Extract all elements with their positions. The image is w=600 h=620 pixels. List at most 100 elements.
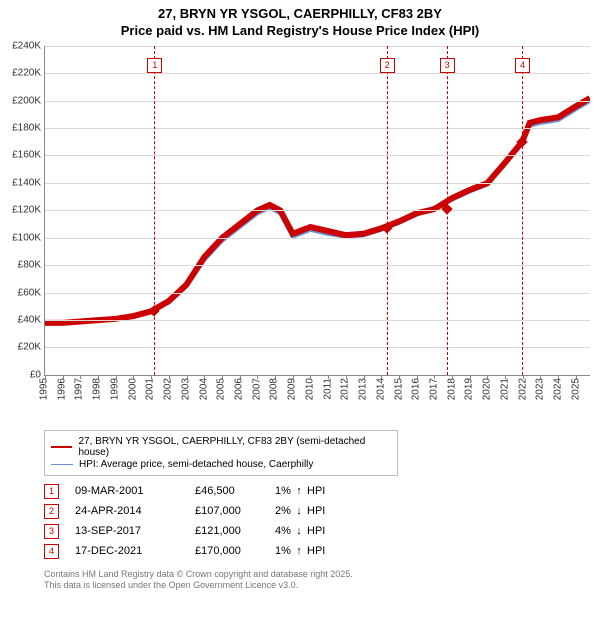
y-axis-label: £120K [12, 205, 41, 216]
y-axis-label: £200K [12, 95, 41, 106]
event-index-box: 4 [44, 544, 59, 559]
y-axis-label: £60K [18, 287, 41, 298]
attribution-footer: Contains HM Land Registry data © Crown c… [44, 569, 590, 592]
event-hpi-delta: 1% ↑ HPI [275, 545, 325, 557]
y-axis-label: £40K [18, 314, 41, 325]
gridline [45, 155, 590, 156]
x-axis-label: 2020 [482, 378, 493, 400]
x-axis-label: 2003 [180, 378, 191, 400]
event-index-box: 1 [44, 484, 59, 499]
sale-marker-box: 1 [147, 58, 162, 73]
x-axis-label: 2009 [287, 378, 298, 400]
x-axis-label: 2011 [322, 378, 333, 400]
series-line-hpi [45, 101, 590, 323]
y-axis-label: £20K [18, 342, 41, 353]
footer-line-2: This data is licensed under the Open Gov… [44, 580, 590, 592]
x-axis-label: 2018 [446, 378, 457, 400]
x-axis-label: 2017 [429, 378, 440, 400]
sale-event-row: 1 09-MAR-2001£46,5001% ↑ HPI [44, 484, 590, 499]
title-line-1: 27, BRYN YR YSGOL, CAERPHILLY, CF83 2BY [0, 6, 600, 23]
x-axis-label: 2004 [198, 378, 209, 400]
plot-area: £0£20K£40K£60K£80K£100K£120K£140K£160K£1… [44, 46, 590, 376]
arrow-icon: ↓ [294, 525, 304, 537]
x-axis-label: 1995 [39, 378, 50, 400]
sale-event-row: 313-SEP-2017£121,0004% ↓ HPI [44, 524, 590, 539]
event-date: 17-DEC-2021 [75, 545, 195, 557]
x-axis-label: 2008 [269, 378, 280, 400]
x-axis-label: 2000 [127, 378, 138, 400]
x-axis-label: 2025 [570, 378, 581, 400]
gridline [45, 265, 590, 266]
sale-marker-box: 4 [515, 58, 530, 73]
arrow-icon: ↑ [294, 485, 304, 497]
gridline [45, 320, 590, 321]
legend-item-hpi: HPI: Average price, semi-detached house,… [51, 459, 391, 470]
x-axis-label: 2002 [163, 378, 174, 400]
x-axis-label: 2005 [216, 378, 227, 400]
y-axis-label: £180K [12, 123, 41, 134]
x-axis-labels: 1995199619971998199920002001200220032004… [44, 376, 590, 426]
legend-label: HPI: Average price, semi-detached house,… [79, 459, 313, 470]
y-axis-label: £100K [12, 232, 41, 243]
title-line-2: Price paid vs. HM Land Registry's House … [0, 23, 600, 40]
x-axis-label: 2001 [145, 378, 156, 400]
event-date: 13-SEP-2017 [75, 525, 195, 537]
y-axis-label: £220K [12, 68, 41, 79]
x-axis-label: 2024 [553, 378, 564, 400]
figure-container: 27, BRYN YR YSGOL, CAERPHILLY, CF83 2BY … [0, 0, 600, 592]
sale-marker-vline [387, 46, 388, 375]
legend-box: 27, BRYN YR YSGOL, CAERPHILLY, CF83 2BY … [44, 430, 398, 476]
gridline [45, 293, 590, 294]
event-date: 24-APR-2014 [75, 505, 195, 517]
x-axis-label: 2022 [517, 378, 528, 400]
event-hpi-delta: 2% ↓ HPI [275, 505, 325, 517]
x-axis-label: 2010 [304, 378, 315, 400]
arrow-icon: ↓ [294, 505, 304, 517]
y-axis-label: £160K [12, 150, 41, 161]
legend-label: 27, BRYN YR YSGOL, CAERPHILLY, CF83 2BY … [78, 436, 391, 458]
chart-area: £0£20K£40K£60K£80K£100K£120K£140K£160K£1… [44, 46, 590, 376]
y-axis-label: £80K [18, 260, 41, 271]
gridline [45, 73, 590, 74]
x-axis-label: 2006 [234, 378, 245, 400]
x-axis-label: 1998 [92, 378, 103, 400]
event-price: £107,000 [195, 505, 275, 517]
footer-line-1: Contains HM Land Registry data © Crown c… [44, 569, 590, 581]
event-date: 09-MAR-2001 [75, 485, 195, 497]
legend-swatch [51, 464, 73, 465]
y-axis-label: £240K [12, 40, 41, 51]
event-index-box: 2 [44, 504, 59, 519]
chart-title: 27, BRYN YR YSGOL, CAERPHILLY, CF83 2BY … [0, 0, 600, 40]
gridline [45, 210, 590, 211]
sale-events-table: 109-MAR-2001£46,5001% ↑ HPI224-APR-2014£… [44, 484, 590, 559]
event-price: £46,500 [195, 485, 275, 497]
x-axis-label: 2014 [375, 378, 386, 400]
event-hpi-delta: 1% ↑ HPI [275, 485, 325, 497]
x-axis-label: 2013 [358, 378, 369, 400]
arrow-icon: ↑ [294, 545, 304, 557]
sale-marker-vline [522, 46, 523, 375]
x-axis-label: 1996 [56, 378, 67, 400]
sale-marker-box: 3 [440, 58, 455, 73]
gridline [45, 347, 590, 348]
legend-swatch [51, 446, 72, 448]
sale-event-row: 4 17-DEC-2021£170,0001% ↑ HPI [44, 544, 590, 559]
x-axis-label: 1999 [109, 378, 120, 400]
gridline [45, 46, 590, 47]
gridline [45, 238, 590, 239]
gridline [45, 183, 590, 184]
x-axis-label: 2021 [499, 378, 510, 400]
x-axis-label: 2023 [535, 378, 546, 400]
event-price: £170,000 [195, 545, 275, 557]
x-axis-label: 2015 [393, 378, 404, 400]
sale-event-row: 2 24-APR-2014£107,0002% ↓ HPI [44, 504, 590, 519]
event-hpi-delta: 4% ↓ HPI [275, 525, 325, 537]
x-axis-label: 2016 [411, 378, 422, 400]
x-axis-label: 1997 [74, 378, 85, 400]
gridline [45, 128, 590, 129]
x-axis-label: 2019 [464, 378, 475, 400]
y-axis-label: £140K [12, 177, 41, 188]
sale-marker-box: 2 [380, 58, 395, 73]
x-axis-label: 2012 [340, 378, 351, 400]
x-axis-label: 2007 [251, 378, 262, 400]
